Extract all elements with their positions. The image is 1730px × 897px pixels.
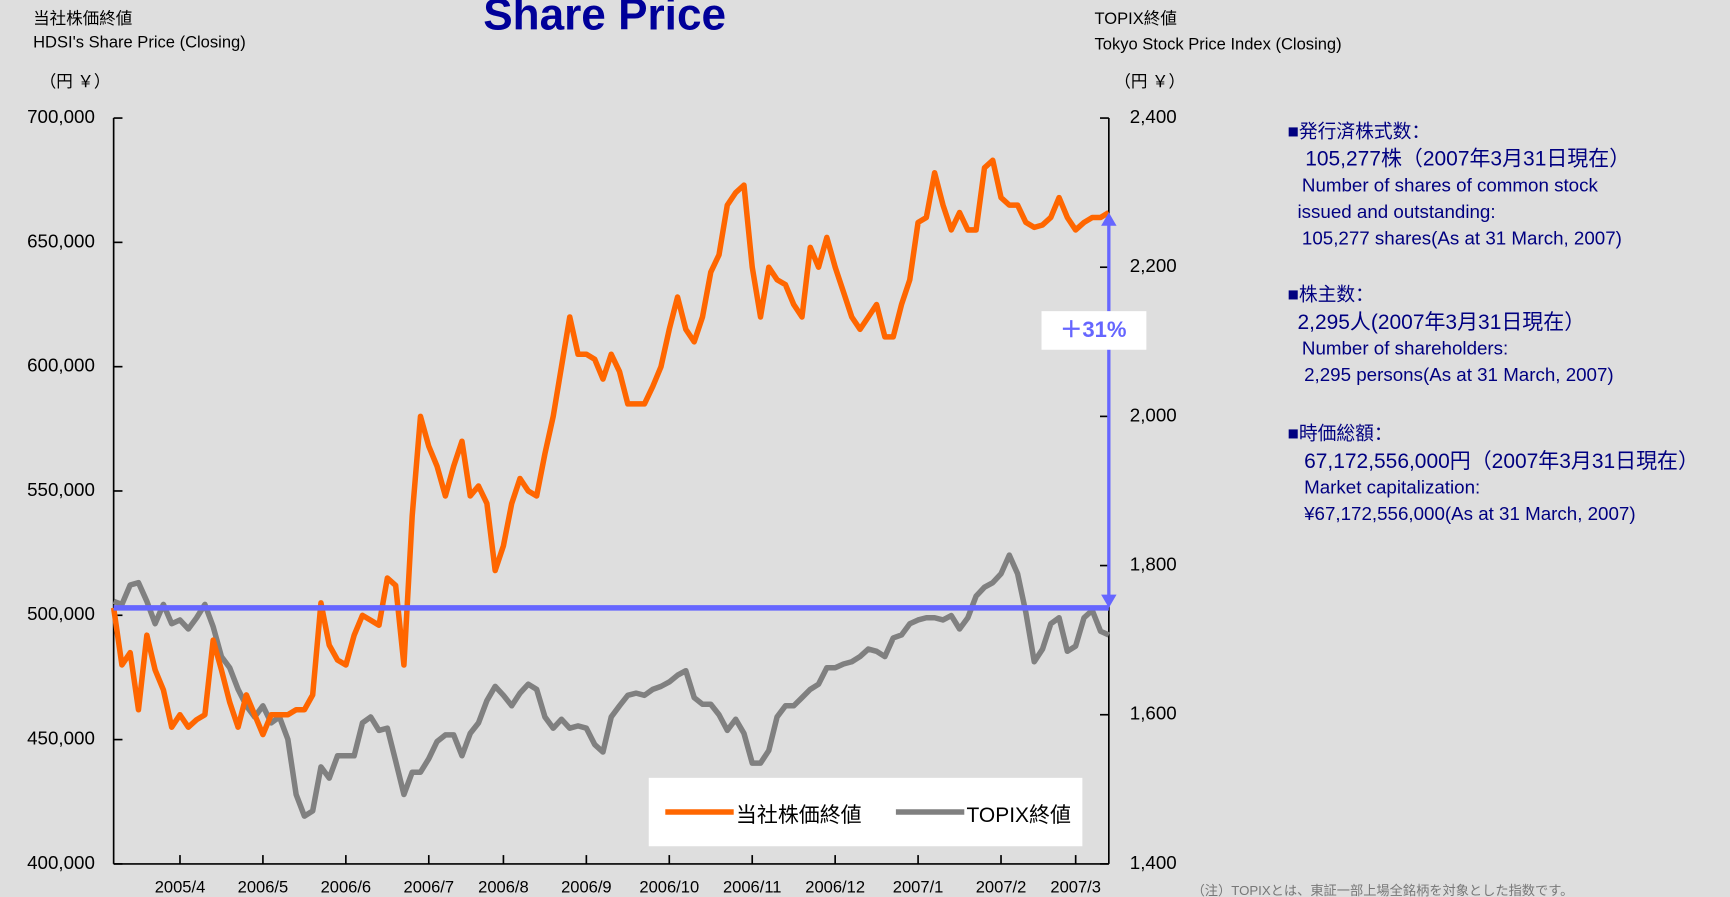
y-tick-label: 550,000 [27,479,95,500]
info-line: 105,277 shares(As at 31 March, 2007) [1302,227,1622,248]
y2-tick-label: 2,000 [1130,404,1177,425]
x-tick-label: 2007/3 [1050,878,1101,897]
info-line: Number of shareholders: [1302,338,1508,359]
info-heading: ■時価総額： [1288,423,1393,444]
info-line: 105,277株（2007年3月31日現在） [1305,148,1630,171]
x-tick-label: 2005/4 [155,878,206,897]
x-tick-label: 2006/8 [478,878,529,897]
y2-tick-label: 1,400 [1130,852,1177,873]
arrow-head [1101,594,1117,608]
chart-title: Share Price [483,0,726,39]
y2-tick-label: 2,400 [1130,106,1177,127]
info-heading: ■株主数： [1288,284,1374,305]
y2-axis-unit: （円 ￥） [1114,72,1185,91]
info-line: issued and outstanding: [1298,201,1496,222]
x-tick-label: 2006/7 [404,878,455,897]
y-axis-title: HDSI's Share Price (Closing) [33,32,246,51]
x-tick-label: 2006/9 [561,878,612,897]
legend-label: 当社株価終値 [736,804,862,827]
annotation: ＋31% [1060,317,1127,342]
legend-label: TOPIX終値 [967,804,1071,827]
y2-axis-title-ja: TOPIX終値 [1094,9,1176,28]
y2-tick-label: 1,600 [1130,703,1177,724]
footnote: （注）TOPIXとは、東証一部上場全銘柄を対象とした指数です。 [1192,882,1574,897]
info-line: 2,295人(2007年3月31日現在） [1298,311,1586,334]
x-tick-label: 2006/10 [639,878,699,897]
x-tick-label: 2006/11 [723,878,782,897]
y2-tick-label: 1,800 [1130,554,1177,575]
y-tick-label: 700,000 [27,106,95,127]
y-axis-unit: （円 ￥） [40,72,111,91]
x-tick-label: 2006/12 [805,878,865,897]
info-line: 67,172,556,000円（2007年3月31日現在） [1304,450,1699,473]
info-line: Number of shares of common stock [1302,174,1599,195]
y-tick-label: 650,000 [27,230,95,251]
info-heading: ■発行済株式数： [1288,120,1431,141]
y-tick-label: 400,000 [27,852,95,873]
y-tick-label: 600,000 [27,355,95,376]
annotation-box [1041,311,1147,350]
y-axis-title-ja: 当社株価終値 [33,9,132,28]
info-line: ¥67,172,556,000(As at 31 March, 2007) [1303,503,1635,524]
y-tick-label: 500,000 [27,603,95,624]
x-tick-label: 2006/6 [321,878,372,897]
info-line: Market capitalization: [1304,477,1480,498]
x-tick-label: 2006/5 [238,878,289,897]
series-line [110,157,1111,738]
arrow-head [1101,212,1117,226]
info-line: 2,295 persons(As at 31 March, 2007) [1304,364,1614,385]
y2-tick-label: 2,200 [1130,255,1177,276]
y-tick-label: 450,000 [27,728,95,749]
y2-axis-title: Tokyo Stock Price Index (Closing) [1094,35,1341,54]
x-tick-label: 2007/1 [893,878,944,897]
x-tick-label: 2007/2 [976,878,1027,897]
